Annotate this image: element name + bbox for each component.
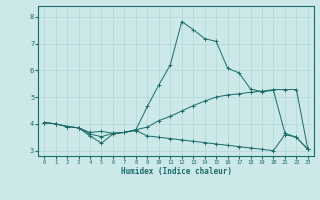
X-axis label: Humidex (Indice chaleur): Humidex (Indice chaleur) <box>121 167 231 176</box>
